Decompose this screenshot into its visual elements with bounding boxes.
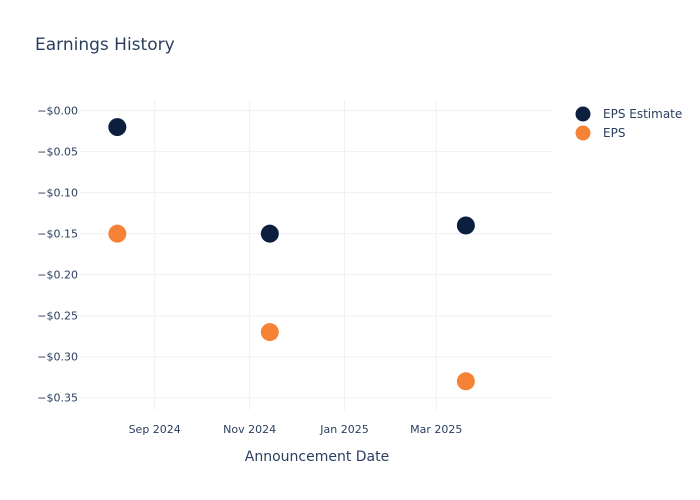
y-tick-label: −$0.35 <box>37 392 78 405</box>
x-tick-label: Sep 2024 <box>129 423 181 436</box>
y-tick-label: −$0.00 <box>37 105 78 118</box>
chart-title: Earnings History <box>35 35 175 55</box>
eps-estimate-point[interactable] <box>456 216 475 235</box>
eps-estimate-point[interactable] <box>108 118 127 137</box>
legend[interactable]: EPS Estimate EPS <box>575 106 683 141</box>
x-tick-label: Jan 2025 <box>319 423 368 436</box>
x-tick-label: Mar 2025 <box>410 423 462 436</box>
y-tick-label: −$0.20 <box>37 269 78 282</box>
grid <box>80 100 553 410</box>
legend-marker-eps-estimate[interactable] <box>575 106 591 122</box>
y-tick-label: −$0.15 <box>37 228 78 241</box>
eps-point[interactable] <box>108 224 127 243</box>
y-tick-label: −$0.25 <box>37 310 78 323</box>
eps-point[interactable] <box>260 323 279 342</box>
legend-marker-eps[interactable] <box>575 125 591 141</box>
y-tick-label: −$0.30 <box>37 351 78 364</box>
eps-estimate-point[interactable] <box>260 224 279 243</box>
data-points <box>108 118 475 391</box>
legend-label-eps[interactable]: EPS <box>603 126 625 140</box>
y-tick-label: −$0.10 <box>37 187 78 200</box>
legend-label-eps-estimate[interactable]: EPS Estimate <box>603 107 682 121</box>
x-tick-label: Nov 2024 <box>223 423 276 436</box>
x-axis-title: Announcement Date <box>245 449 389 465</box>
eps-point[interactable] <box>456 372 475 391</box>
y-tick-label: −$0.05 <box>37 146 78 159</box>
x-axis-ticks: Sep 2024 Nov 2024 Jan 2025 Mar 2025 <box>129 423 463 436</box>
y-axis-ticks: −$0.00 −$0.05 −$0.10 −$0.15 −$0.20 −$0.25 −$0.… <box>37 105 78 405</box>
